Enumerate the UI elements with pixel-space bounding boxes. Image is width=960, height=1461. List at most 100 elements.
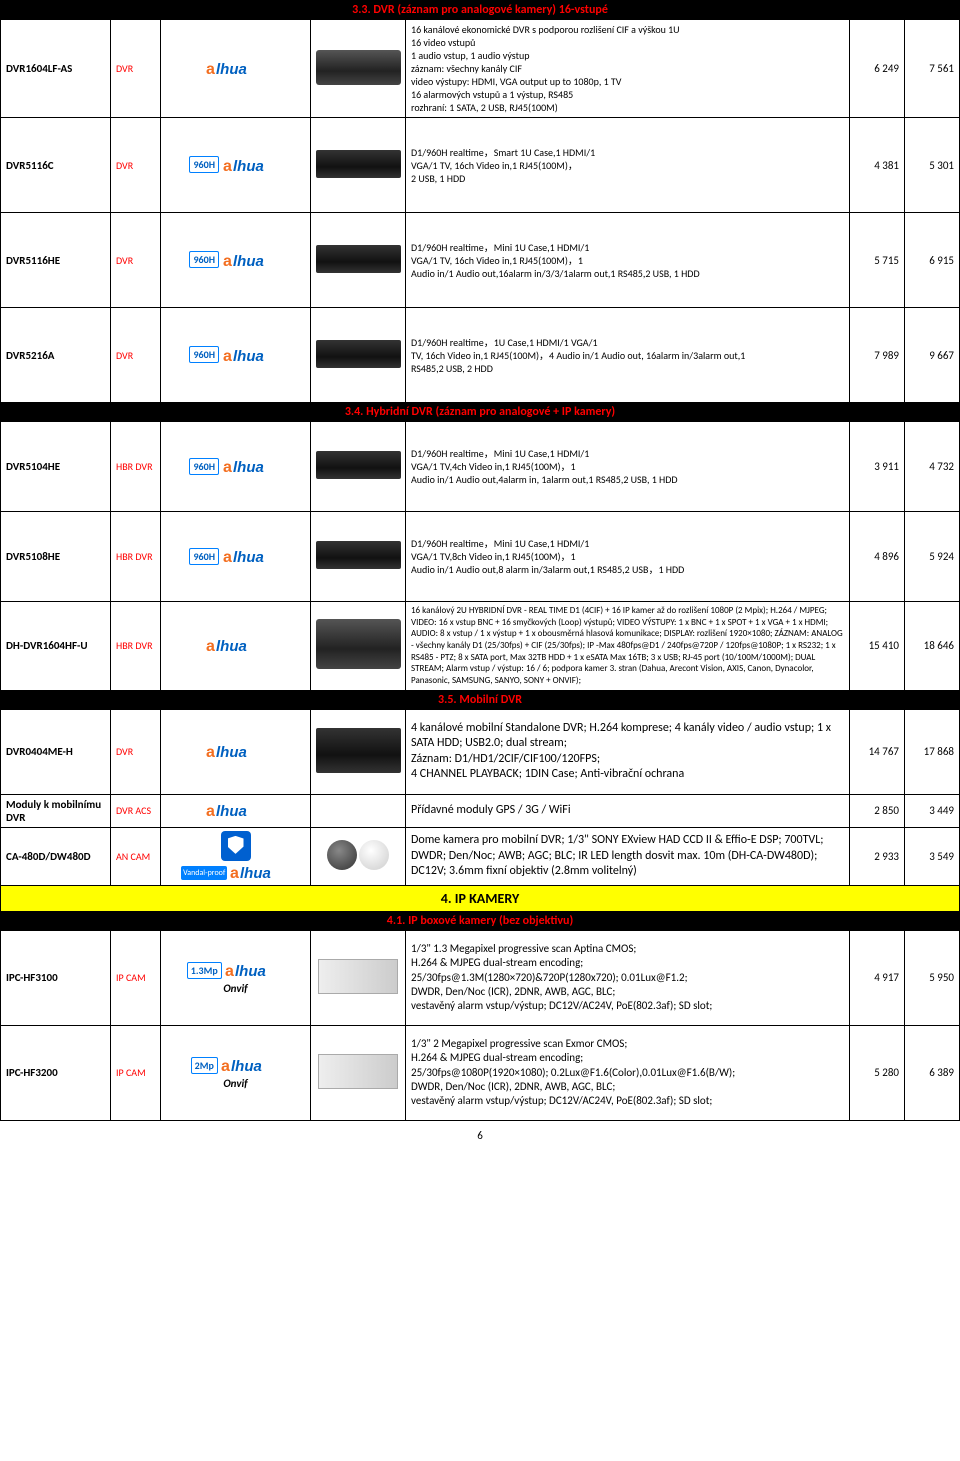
product-code: DVR5116C — [1, 118, 111, 213]
svg-text:lhua: lhua — [233, 459, 264, 476]
brand-cell: 960H alhua — [161, 308, 311, 403]
product-type: HBR DVR — [111, 422, 161, 512]
svg-text:lhua: lhua — [231, 1058, 262, 1075]
badge-960h: 960H — [189, 458, 219, 475]
price-2: 17 868 — [904, 709, 959, 794]
table-row: IPC-HF3200 IP CAM 2Mp alhua Onvif 1/3" 2… — [1, 1025, 960, 1120]
product-type: DVR — [111, 709, 161, 794]
table-row: DVR5104HE HBR DVR 960H alhua D1/960H rea… — [1, 422, 960, 512]
product-desc: 16 kanálový 2U HYBRIDNÍ DVR - REAL TIME … — [406, 602, 850, 691]
brand-cell: alhua — [161, 709, 311, 794]
product-type: IP CAM — [111, 1025, 161, 1120]
table-row: Moduly k mobilnímu DVR DVR ACS alhua Pří… — [1, 794, 960, 827]
dvr-image-icon — [316, 50, 401, 85]
product-desc: 4 kanálové mobilní Standalone DVR; H.264… — [406, 709, 850, 794]
brand-cell: Vandal-proof alhua — [161, 827, 311, 885]
product-desc: D1/960H realtime，Smart 1U Case,1 HDMI/1 … — [406, 118, 850, 213]
price-1: 3 911 — [849, 422, 904, 512]
badge-960h: 960H — [189, 346, 219, 363]
svg-text:a: a — [206, 803, 215, 820]
alhua-logo-icon: alhua — [223, 252, 283, 270]
dome-camera-icon — [327, 840, 357, 870]
product-code: Moduly k mobilnímu DVR — [1, 794, 111, 827]
brand-cell: 960H alhua — [161, 512, 311, 602]
alhua-logo-icon: alhua — [206, 802, 266, 820]
product-desc: D1/960H realtime，Mini 1U Case,1 HDMI/1 V… — [406, 512, 850, 602]
brand-cell: 960H alhua — [161, 213, 311, 308]
product-image — [311, 794, 406, 827]
product-type: HBR DVR — [111, 512, 161, 602]
svg-text:a: a — [230, 865, 239, 882]
svg-text:a: a — [206, 638, 215, 655]
product-type: DVR ACS — [111, 794, 161, 827]
vandal-proof-icon — [221, 831, 251, 861]
svg-text:lhua: lhua — [233, 158, 264, 175]
price-1: 7 989 — [849, 308, 904, 403]
svg-text:a: a — [223, 253, 232, 270]
type-acs: ACS — [135, 804, 151, 817]
product-desc: D1/960H realtime，Mini 1U Case,1 HDMI/1 V… — [406, 422, 850, 512]
table-row: DVR5116HE DVR 960H alhua D1/960H realtim… — [1, 213, 960, 308]
svg-text:a: a — [225, 963, 234, 980]
price-1: 2 850 — [849, 794, 904, 827]
badge-960h: 960H — [189, 548, 219, 565]
product-code: CA-480D/DW480D — [1, 827, 111, 885]
section-33-header: 3.3. DVR (záznam pro analogové kamery) 1… — [1, 1, 960, 20]
product-type: DVR — [111, 20, 161, 118]
svg-text:a: a — [223, 459, 232, 476]
product-code: IPC-HF3200 — [1, 1025, 111, 1120]
product-code: DH-DVR1604HF-U — [1, 602, 111, 691]
alhua-logo-icon: alhua — [221, 1057, 281, 1075]
svg-text:a: a — [221, 1058, 230, 1075]
badge-onvif: Onvif — [166, 1077, 305, 1090]
type-hbr: HBR — [116, 639, 133, 652]
price-1: 5 280 — [849, 1025, 904, 1120]
price-2: 7 561 — [904, 20, 959, 118]
price-1: 4 381 — [849, 118, 904, 213]
alhua-logo-icon: alhua — [223, 548, 283, 566]
product-image — [311, 512, 406, 602]
svg-text:lhua: lhua — [233, 253, 264, 270]
product-desc: Dome kamera pro mobilní DVR; 1/3" SONY E… — [406, 827, 850, 885]
section-4-header: 4. IP KAMERY — [1, 885, 960, 911]
product-type: HBR DVR — [111, 602, 161, 691]
type-dvr: DVR — [135, 639, 152, 652]
type-cam: CAM — [126, 1066, 146, 1079]
dvr-image-icon — [316, 150, 401, 178]
price-2: 18 646 — [904, 602, 959, 691]
product-desc: 1/3" 1.3 Megapixel progressive scan Apti… — [406, 930, 850, 1025]
product-type: DVR — [111, 308, 161, 403]
badge-vandal: Vandal-proof — [181, 866, 227, 880]
product-image — [311, 213, 406, 308]
badge-960h: 960H — [189, 156, 219, 173]
table-row: DVR1604LF-AS DVR alhua 16 kanálové ekono… — [1, 20, 960, 118]
table-row: DH-DVR1604HF-U HBR DVR alhua 16 kanálový… — [1, 602, 960, 691]
product-type: IP CAM — [111, 930, 161, 1025]
type-dvr: DVR — [116, 804, 133, 817]
product-desc: D1/960H realtime，Mini 1U Case,1 HDMI/1 V… — [406, 213, 850, 308]
type-hbr: HBR — [116, 550, 133, 563]
price-2: 5 950 — [904, 930, 959, 1025]
type-ip: IP — [116, 1066, 124, 1079]
type-cam: CAM — [126, 971, 146, 984]
price-2: 6 389 — [904, 1025, 959, 1120]
svg-text:lhua: lhua — [240, 865, 271, 882]
svg-text:lhua: lhua — [235, 963, 266, 980]
svg-text:a: a — [223, 158, 232, 175]
type-an: AN — [116, 850, 128, 863]
brand-cell: 1.3Mp alhua Onvif — [161, 930, 311, 1025]
product-desc: Přídavné moduly GPS / 3G / WiFi — [406, 794, 850, 827]
alhua-logo-icon: alhua — [206, 743, 266, 761]
price-2: 4 732 — [904, 422, 959, 512]
price-2: 3 449 — [904, 794, 959, 827]
product-desc: 16 kanálové ekonomické DVR s podporou ro… — [406, 20, 850, 118]
price-1: 15 410 — [849, 602, 904, 691]
alhua-logo-icon: alhua — [230, 864, 290, 882]
product-image — [311, 930, 406, 1025]
product-image — [311, 118, 406, 213]
brand-cell: alhua — [161, 20, 311, 118]
brand-cell: 960H alhua — [161, 422, 311, 512]
product-type: AN CAM — [111, 827, 161, 885]
type-hbr: HBR — [116, 460, 133, 473]
product-image — [311, 308, 406, 403]
